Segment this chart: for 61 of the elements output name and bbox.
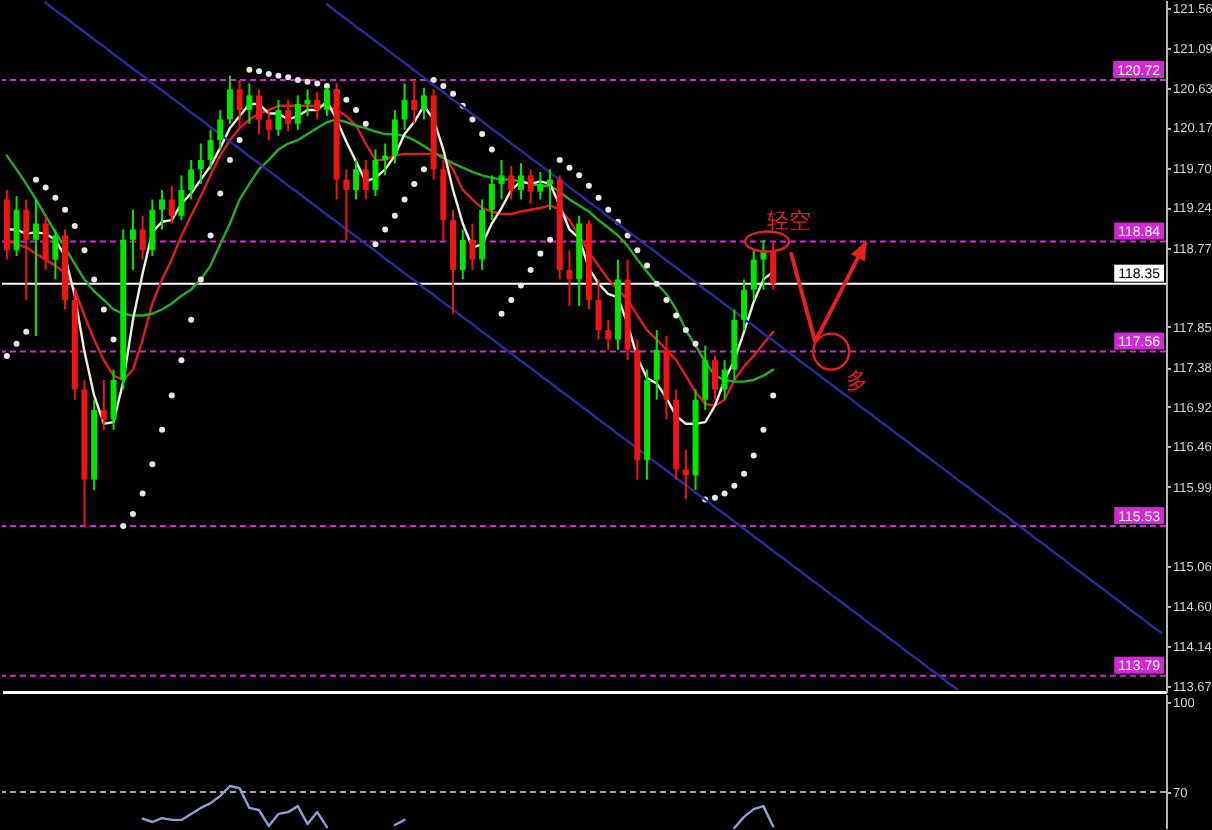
candlestick: [391, 109, 398, 165]
candlestick: [226, 74, 233, 125]
candlestick: [100, 378, 107, 431]
candlestick: [294, 94, 301, 131]
candlestick: [498, 158, 505, 201]
candlestick: [139, 214, 146, 261]
candlestick: [110, 368, 117, 431]
candlestick: [702, 344, 709, 412]
candlestick: [537, 170, 544, 201]
candlestick: [13, 195, 20, 258]
candlestick: [411, 78, 418, 125]
candlestick: [721, 359, 728, 401]
candlestick: [32, 198, 39, 338]
candlestick: [304, 88, 311, 118]
candlestick: [314, 90, 321, 121]
annotation: 多: [846, 367, 869, 394]
candlestick: [741, 278, 748, 332]
annotation: 轻空: [767, 207, 812, 234]
candlestick: [256, 88, 263, 136]
candlestick: [372, 148, 379, 197]
candlestick: [770, 240, 777, 291]
line-series: [325, 3, 1163, 634]
candlestick: [168, 184, 175, 225]
candlestick: [129, 208, 136, 271]
candlestick: [197, 142, 204, 185]
candlestick: [285, 98, 292, 133]
candlestick: [362, 158, 369, 201]
candlestick: [207, 128, 214, 171]
candlestick: [488, 174, 495, 222]
candlestick: [52, 228, 59, 281]
candlestick: [527, 168, 534, 205]
candlestick: [566, 249, 573, 308]
candlestick: [459, 228, 466, 281]
candlestick: [343, 168, 350, 241]
candlestick: [517, 162, 524, 201]
candlestick: [275, 98, 282, 137]
candlestick: [188, 158, 195, 201]
candlestick: [508, 164, 515, 201]
line-series: [44, 1, 959, 691]
candlestick: [750, 249, 757, 302]
candlestick: [382, 142, 389, 177]
candlestick: [353, 158, 360, 201]
candlestick: [246, 82, 253, 125]
candlestick: [420, 86, 427, 121]
candlestick: [605, 318, 612, 351]
candlestick: [42, 214, 49, 271]
candlestick: [265, 109, 272, 142]
candlestick: [401, 82, 408, 131]
candlestick: [178, 174, 185, 222]
candlestick: [682, 448, 689, 501]
candlestick: [469, 222, 476, 271]
candlestick: [149, 198, 156, 258]
candlestick: [595, 278, 602, 341]
candlestick: [23, 198, 30, 302]
candlestick: [236, 78, 243, 131]
candlestick: [323, 86, 330, 118]
candlestick: [547, 168, 554, 211]
candlestick: [653, 329, 660, 401]
candlestick: [159, 188, 166, 231]
candlestick: [711, 354, 718, 401]
candlestick: [217, 109, 224, 151]
